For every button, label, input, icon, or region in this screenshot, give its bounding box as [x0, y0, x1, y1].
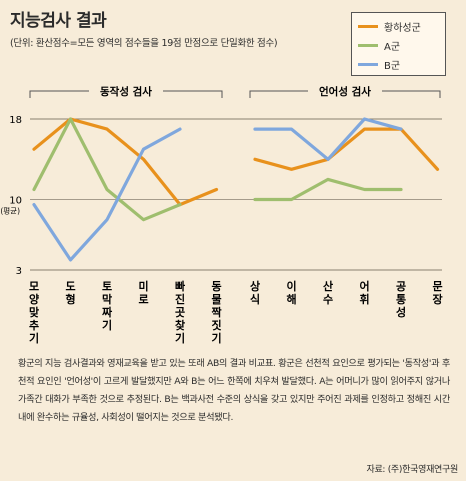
x-tick-label: 추	[29, 318, 39, 332]
x-tick-label: 찾	[175, 318, 185, 332]
x-tick-label: 통	[396, 293, 406, 306]
x-tick-label: 기	[211, 331, 221, 345]
source-credit: 자료: (주)한국영재연구원	[366, 465, 458, 475]
legend-label: 황하성군	[384, 23, 421, 34]
x-tick-label: 이	[286, 279, 296, 293]
x-tick-label: 로	[138, 293, 148, 306]
series-line-B군	[253, 117, 403, 161]
legend-label: B군	[384, 61, 401, 72]
x-tick-label: 기	[175, 331, 185, 345]
panel-title: 동작성 검사	[100, 85, 152, 98]
y-tick-label: 10	[9, 196, 22, 207]
x-tick-label: 빠	[175, 279, 186, 293]
x-tick-label: 성	[396, 305, 406, 319]
panel-title: 언어성 검사	[319, 85, 371, 98]
y-tick-label: 3	[16, 266, 22, 277]
x-tick-label: 짜	[102, 305, 113, 319]
y-tick-label: 18	[9, 115, 22, 126]
legend-label: A군	[384, 42, 401, 53]
legend-swatch	[358, 44, 378, 47]
panel-bracket	[382, 90, 441, 98]
legend: 황하성군 A군 B군	[351, 12, 446, 76]
x-tick-label: 공	[396, 280, 406, 293]
legend-swatch	[358, 63, 378, 66]
series-line-A군	[253, 177, 403, 202]
x-tick-label: 산	[323, 279, 333, 293]
series-line-황하성군	[253, 127, 440, 171]
legend-swatch	[358, 25, 378, 28]
panel-bracket	[29, 90, 89, 98]
x-tick-label: 양	[29, 292, 39, 306]
x-tick-label: 상	[250, 279, 260, 293]
x-tick-label: 물	[211, 293, 221, 306]
x-tick-label: 형	[65, 292, 75, 306]
page-title: 지능검사 결과	[10, 11, 107, 31]
y-tick-note: (평균)	[0, 206, 20, 216]
x-tick-label: 동	[211, 280, 221, 293]
x-tick-label: 기	[29, 331, 39, 345]
x-tick-label: 휘	[359, 292, 369, 306]
x-tick-label: 기	[102, 318, 112, 332]
x-tick-label: 짝	[211, 305, 221, 319]
x-tick-label: 어	[359, 279, 369, 293]
panel-bracket	[249, 90, 308, 98]
x-tick-label: 문	[432, 280, 442, 293]
description-text: 황군의 지능 검사결과와 영재교육을 받고 있는 또래 AB의 결과 비교표. …	[18, 358, 450, 423]
x-tick-label: 식	[250, 292, 260, 306]
x-tick-label: 짓	[211, 318, 221, 332]
x-tick-label: 해	[286, 292, 296, 306]
x-tick-label: 미	[138, 279, 148, 293]
x-tick-label: 장	[432, 292, 442, 306]
chart-subtitle: (단위: 환산점수=모든 영역의 점수들을 19점 만점으로 단일화한 점수)	[10, 38, 278, 49]
x-tick-label: 수	[323, 293, 333, 306]
x-tick-label: 모	[29, 280, 39, 293]
series-line-A군	[32, 117, 182, 222]
x-tick-label: 곳	[175, 306, 185, 319]
series-line-황하성군	[32, 117, 219, 207]
x-tick-label: 맞	[29, 305, 39, 319]
x-tick-label: 토	[102, 280, 112, 293]
panel-bracket	[163, 90, 223, 98]
x-tick-label: 도	[65, 280, 75, 293]
x-tick-label: 막	[102, 292, 112, 306]
x-tick-label: 진	[175, 292, 185, 306]
